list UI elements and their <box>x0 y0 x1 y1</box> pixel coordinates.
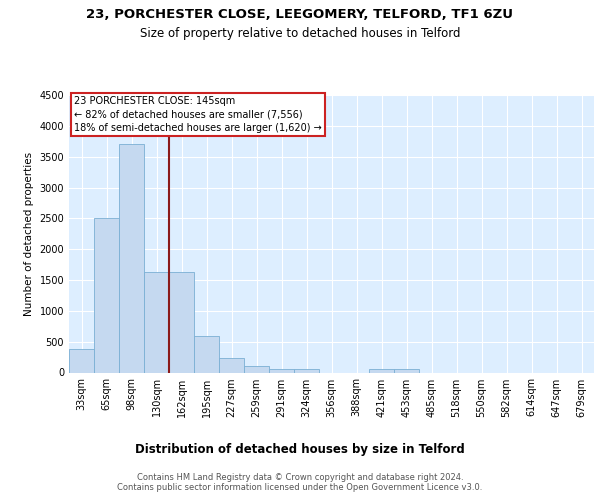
Text: Contains HM Land Registry data © Crown copyright and database right 2024.
Contai: Contains HM Land Registry data © Crown c… <box>118 472 482 492</box>
Bar <box>394 369 419 372</box>
Bar <box>369 369 394 372</box>
Bar <box>294 369 319 372</box>
Bar <box>119 144 144 372</box>
Bar <box>69 350 94 372</box>
Bar <box>144 272 169 372</box>
Bar <box>244 366 269 372</box>
Bar <box>194 336 219 372</box>
Y-axis label: Number of detached properties: Number of detached properties <box>24 152 34 316</box>
Bar <box>94 218 119 372</box>
Bar <box>219 358 244 372</box>
Bar <box>169 272 194 372</box>
Text: Distribution of detached houses by size in Telford: Distribution of detached houses by size … <box>135 442 465 456</box>
Text: 23, PORCHESTER CLOSE, LEEGOMERY, TELFORD, TF1 6ZU: 23, PORCHESTER CLOSE, LEEGOMERY, TELFORD… <box>86 8 514 20</box>
Bar <box>269 369 294 372</box>
Text: Size of property relative to detached houses in Telford: Size of property relative to detached ho… <box>140 28 460 40</box>
Text: 23 PORCHESTER CLOSE: 145sqm
← 82% of detached houses are smaller (7,556)
18% of : 23 PORCHESTER CLOSE: 145sqm ← 82% of det… <box>74 96 322 133</box>
